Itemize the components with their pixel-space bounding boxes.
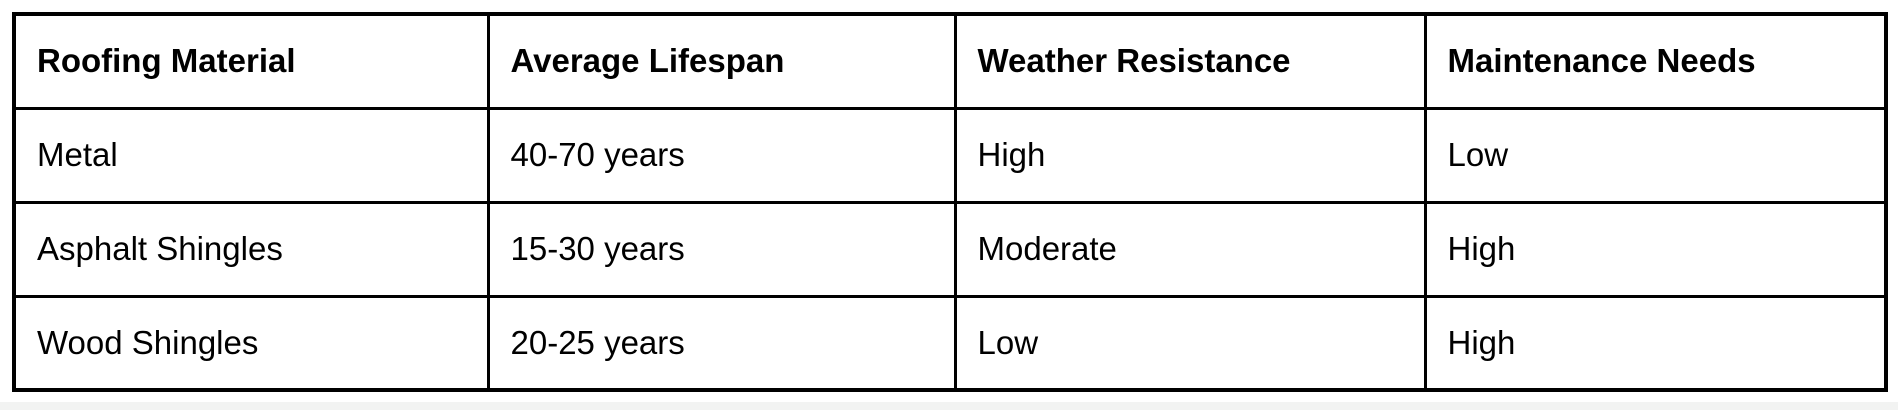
roofing-comparison-table: Roofing Material Average Lifespan Weathe… xyxy=(12,12,1888,392)
cell-lifespan: 40-70 years xyxy=(486,106,957,204)
cell-material: Wood Shingles xyxy=(12,294,490,392)
cell-maintenance: High xyxy=(1423,200,1888,298)
cell-lifespan: 20-25 years xyxy=(486,294,957,392)
table-row-wood-shingles: Wood Shingles 20-25 years Low High xyxy=(12,294,1888,392)
table-row-metal: Metal 40-70 years High Low xyxy=(12,106,1888,204)
cell-lifespan: 15-30 years xyxy=(486,200,957,298)
cell-material: Metal xyxy=(12,106,490,204)
cell-maintenance: Low xyxy=(1423,106,1888,204)
column-header-weather-resistance: Weather Resistance xyxy=(953,12,1427,110)
cell-weather-resistance: Low xyxy=(953,294,1427,392)
column-header-roofing-material: Roofing Material xyxy=(12,12,490,110)
table-row-asphalt-shingles: Asphalt Shingles 15-30 years Moderate Hi… xyxy=(12,200,1888,298)
page-edge-strip xyxy=(0,402,1898,410)
cell-weather-resistance: High xyxy=(953,106,1427,204)
table-header-row: Roofing Material Average Lifespan Weathe… xyxy=(12,12,1888,110)
cell-material: Asphalt Shingles xyxy=(12,200,490,298)
cell-maintenance: High xyxy=(1423,294,1888,392)
cell-weather-resistance: Moderate xyxy=(953,200,1427,298)
column-header-maintenance-needs: Maintenance Needs xyxy=(1423,12,1888,110)
column-header-average-lifespan: Average Lifespan xyxy=(486,12,957,110)
